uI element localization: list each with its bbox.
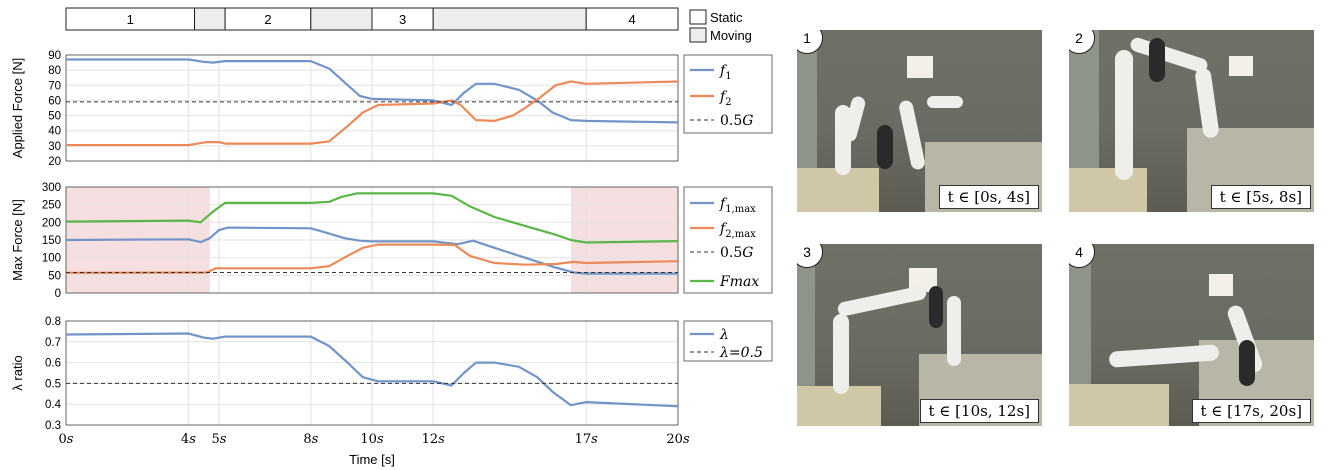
- y-tick-label: 50: [48, 111, 61, 123]
- legend-moving-swatch: [689, 27, 707, 43]
- photo-panel-4: 4 t ∈ [17s, 20s]: [1069, 244, 1314, 426]
- legend-entry-label: Fmax: [719, 274, 759, 290]
- x-tick-label: 5s: [212, 432, 227, 447]
- legend-entry-label: 0.5G: [720, 245, 753, 261]
- y-tick-label: 100: [42, 253, 61, 265]
- series-line: [66, 80, 679, 147]
- y-tick-label: 80: [48, 65, 61, 77]
- chart-panel-1: 20 30 40 50 60 70 80 90 Applied Force [N] f1 f2 0.5…: [10, 50, 773, 168]
- y-tick-label: 20: [48, 156, 61, 168]
- y-tick-label: 30: [48, 141, 61, 153]
- legend-entry-label: λ: [719, 327, 729, 343]
- phase-segment: [194, 7, 226, 31]
- force-analysis-figure: 1 2 3 4 Static Moving 20 30 40 50 60 70 80 90 Applied …: [10, 7, 773, 467]
- legend-entry-label: f2: [719, 89, 732, 108]
- phase-label: 4: [628, 12, 635, 27]
- y-tick-label: 0: [55, 288, 61, 300]
- photo-caption: t ∈ [5s, 8s]: [1210, 185, 1311, 209]
- photo-caption: t ∈ [10s, 12s]: [919, 399, 1039, 423]
- phase-segment: [585, 7, 679, 31]
- photo-panel-1: 1 t ∈ [0s, 4s]: [797, 30, 1042, 212]
- phase-label: 1: [127, 12, 134, 27]
- y-tick-label: 50: [48, 270, 61, 282]
- y-tick-label: 60: [48, 95, 61, 107]
- series-line: [66, 58, 679, 124]
- y-axis-label: Max Force [N]: [10, 199, 25, 281]
- legend-static-swatch: [689, 9, 707, 25]
- y-tick-label: 150: [42, 235, 61, 247]
- y-tick-label: 0.7: [45, 337, 61, 349]
- chart-panel-2: 0 50 100 150 200 250 300 Max Force [N] f1,max f2,…: [10, 182, 773, 300]
- x-axis-label: Time [s]: [349, 452, 395, 467]
- legend-box: [683, 320, 773, 362]
- photo-caption: t ∈ [17s, 20s]: [1191, 399, 1311, 423]
- photo-badge: 1: [797, 30, 823, 54]
- photo-badge: 2: [1069, 30, 1095, 54]
- photo-panel-2: 2 t ∈ [5s, 8s]: [1069, 30, 1314, 212]
- plot-frame: [65, 54, 679, 162]
- y-tick-label: 200: [42, 217, 61, 229]
- legend-box: [683, 186, 773, 294]
- y-axis-label: λ ratio: [10, 355, 25, 390]
- y-axis-label: Applied Force [N]: [10, 58, 25, 158]
- y-tick-label: 0.5: [45, 378, 61, 390]
- y-tick-label: 0.3: [45, 420, 61, 432]
- x-tick-label: 20s: [666, 432, 690, 447]
- y-tick-label: 0.6: [45, 358, 61, 370]
- y-tick-label: 40: [48, 126, 61, 138]
- x-tick-label: 4s: [181, 432, 196, 447]
- y-tick-label: 0.8: [45, 316, 61, 328]
- photo-badge: 3: [797, 244, 823, 268]
- series-line: [65, 243, 679, 274]
- y-tick-label: 70: [48, 80, 61, 92]
- y-tick-label: 0.4: [45, 399, 62, 411]
- legend-entry-label: 0.5G: [720, 113, 753, 129]
- x-tick-label: 10s: [360, 432, 384, 447]
- phase-segment: [310, 7, 373, 31]
- photo-badge: 4: [1069, 244, 1095, 268]
- legend-entry-label: f1: [719, 63, 732, 82]
- legend-static-label: Static: [710, 10, 743, 25]
- series-line: [65, 226, 678, 275]
- plot-frame: [65, 320, 679, 426]
- phase-label: 2: [264, 12, 271, 27]
- legend-entry-label: f2,max: [719, 221, 756, 240]
- x-tick-label: 0s: [59, 432, 74, 447]
- phase-label: 3: [399, 12, 406, 27]
- x-tick-label: 8s: [303, 432, 318, 447]
- x-tick-label: 17s: [575, 432, 599, 447]
- photo-caption: t ∈ [0s, 4s]: [938, 185, 1039, 209]
- legend-entry-label: f1,max: [719, 196, 756, 215]
- photo-panel-3: 3 t ∈ [10s, 12s]: [797, 244, 1042, 426]
- y-tick-label: 300: [42, 182, 61, 194]
- phase-segment: [432, 7, 587, 31]
- legend-moving-label: Moving: [710, 28, 752, 43]
- series-line: [65, 332, 679, 408]
- legend-entry-label: λ=0.5: [719, 345, 763, 361]
- x-tick-label: 12s: [422, 432, 446, 447]
- series-line: [65, 192, 679, 244]
- y-tick-label: 90: [48, 50, 61, 62]
- y-tick-label: 250: [42, 200, 61, 212]
- chart-panel-3: 0.3 0.4 0.5 0.6 0.7 0.8 λ ratio λ λ=0.5: [10, 316, 773, 432]
